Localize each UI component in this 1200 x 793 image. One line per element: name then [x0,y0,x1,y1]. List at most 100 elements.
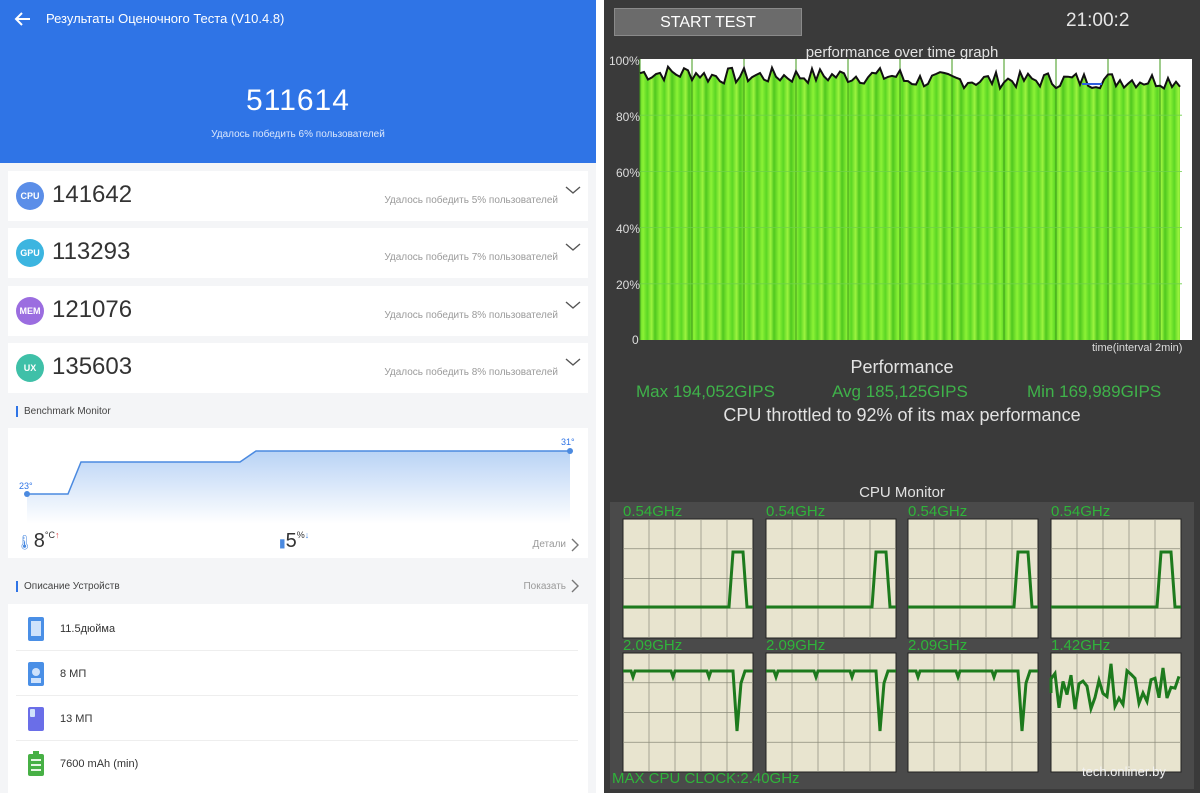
graph-start-point [24,491,30,497]
score-subtitle: Удалось победить 8% пользователей [384,367,558,378]
horizontal-grid [640,114,1182,285]
score-row-ux[interactable]: UX 135603 Удалось победить 8% пользовате… [8,343,588,393]
back-arrow-icon[interactable] [12,8,34,30]
cpu-badge-icon: CPU [16,182,44,210]
max-cpu-clock: MAX CPU CLOCK:2.40GHz [612,770,800,787]
watermark: tech.onliner.by [1082,764,1166,779]
y-tick: 0 [632,333,639,347]
gpu-badge-icon: GPU [16,239,44,267]
score-row-gpu[interactable]: GPU 113293 Удалось победить 7% пользоват… [8,228,588,278]
y-tick: 100% [609,54,640,68]
temperature-graph [24,448,573,524]
core-graph-6 [907,652,1039,773]
core-frequency: 1.42GHz [1051,637,1111,654]
core-line [623,669,753,732]
list-item: 7600 mAh (min) [16,741,578,786]
performance-graph: 100% 80% 60% 40% 20% 0 time(interval 2mi… [609,54,1192,354]
core-graph-5 [765,652,897,773]
chevron-right-icon[interactable] [570,579,580,593]
core-line [1051,550,1181,609]
total-score-subtitle: Удалось победить 6% пользователей [211,129,385,140]
core-frequency: 2.09GHz [623,637,683,654]
core-graph-3 [1050,518,1182,639]
x-axis-label: time(interval 2min) [1092,342,1182,354]
chevron-right-icon[interactable] [570,538,580,552]
tablet-screen-icon [28,617,44,641]
chevron-down-icon[interactable] [564,181,582,199]
start-test-button[interactable]: START TEST [614,8,802,36]
y-tick: 20% [616,278,640,292]
score-row-mem[interactable]: MEM 121076 Удалось победить 8% пользоват… [8,286,588,336]
start-temp-label: 23° [19,481,33,491]
mem-badge-icon: MEM [16,297,44,325]
end-temp-label: 31° [561,437,575,447]
device-info-title: Описание Устройств [16,581,120,592]
core-frequency: 0.54GHz [908,503,968,520]
score-value: 121076 [52,296,133,323]
result-header: Результаты Оценочного Теста (V10.4.8) 51… [0,0,596,163]
max-performance: Max 194,052GIPS [636,382,775,401]
core-line [766,550,896,609]
score-subtitle: Удалось победить 5% пользователей [384,195,558,206]
show-device-link[interactable]: Показать [523,581,566,592]
total-score: 511614 [246,84,350,117]
temp-delta: 🌡8°C↑ [16,530,60,552]
score-value: 135603 [52,353,133,380]
performance-title: Performance [850,357,954,377]
score-row-cpu[interactable]: CPU 141642 Удалось победить 5% пользоват… [8,171,588,221]
score-value: 113293 [52,238,131,265]
vertical-grid [639,59,1161,340]
page-title: Результаты Оценочного Теста (V10.4.8) [46,11,285,26]
throttle-test-panel: START TEST 21:00:2 performance over time… [604,0,1200,793]
benchmark-monitor-title: Benchmark Monitor [16,406,111,417]
list-item: 8 МП [16,651,578,696]
y-tick: 60% [616,166,640,180]
cpu-monitor-title: CPU Monitor [859,484,945,501]
core-line [766,669,896,732]
graph-end-point [567,448,573,454]
score-subtitle: Удалось победить 7% пользователей [384,252,558,263]
core-line [908,669,1038,732]
performance-line [639,64,1181,91]
benchmark-monitor: 23° 31° 🌡8°C↑ ▮5%↓ Детали [8,428,588,558]
min-performance: Min 169,989GIPS [1027,382,1162,401]
throttle-summary: CPU throttled to 92% of its max performa… [723,405,1081,425]
graph-title: performance over time graph [805,44,999,61]
chevron-down-icon[interactable] [564,296,582,314]
list-item: 11.5дюйма [16,606,578,651]
core-graph-1 [765,518,897,639]
battery-icon [28,751,44,776]
core-line [1049,663,1181,715]
core-frequency: 0.54GHz [1051,503,1111,520]
cpu-monitor: 0.54GHz 0.54GHz 0.54GHz 0.54GHz 2.09GHz … [610,502,1194,789]
list-item: 13 МП [16,696,578,741]
core-graph-0 [622,518,754,639]
front-camera-icon [28,662,44,686]
avg-performance: Avg 185,125GIPS [832,382,968,401]
antutu-panel: Результаты Оценочного Теста (V10.4.8) 51… [0,0,596,793]
core-graph-4 [622,652,754,773]
y-tick: 80% [616,110,640,124]
battery-small-icon: ▮ [279,536,286,550]
score-subtitle: Удалось победить 8% пользователей [384,310,558,321]
chevron-down-icon[interactable] [564,238,582,256]
rear-camera-icon [28,707,44,731]
clock: 21:00:2 [1066,10,1130,31]
core-frequency: 2.09GHz [766,637,826,654]
ux-badge-icon: UX [16,354,44,382]
core-line [908,550,1038,609]
core-graph-2 [907,518,1039,639]
core-frequency: 0.54GHz [623,503,683,520]
thermometer-icon: 🌡 [16,534,34,550]
battery-delta: ▮5%↓ [279,530,310,552]
core-graph-7 [1049,652,1182,773]
core-line [623,550,753,609]
chevron-down-icon[interactable] [564,353,582,371]
device-list: 11.5дюйма 8 МП 13 МП 7600 mAh (min) [8,604,588,793]
y-tick: 40% [616,222,640,236]
score-value: 141642 [52,181,133,208]
core-frequency: 0.54GHz [766,503,826,520]
core-graphs [622,518,1182,773]
core-frequency: 2.09GHz [908,637,968,654]
details-link[interactable]: Детали [532,539,566,550]
